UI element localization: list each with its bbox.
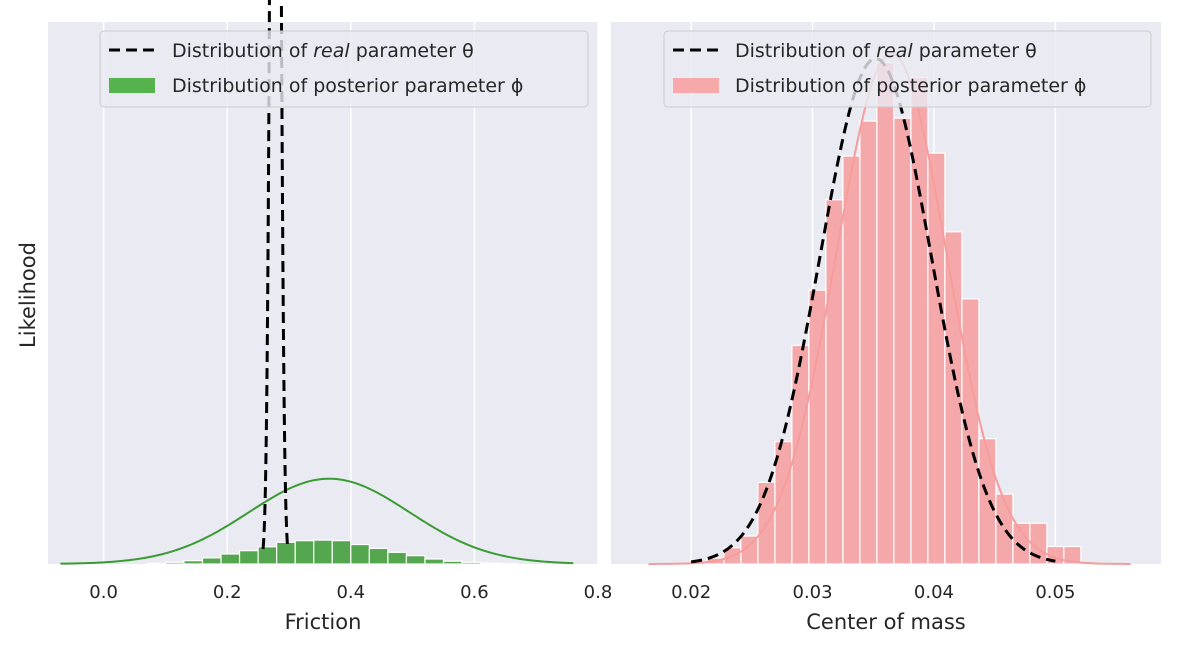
histogram-bars <box>146 539 519 565</box>
legend-posterior-swatch <box>673 78 719 93</box>
posterior-kde-line <box>60 477 574 565</box>
histogram-bar <box>893 117 912 565</box>
histogram-bar <box>164 561 185 565</box>
real-distribution-line <box>690 57 1056 564</box>
legend-real-label: Distribution of real parameter θ <box>735 40 1037 62</box>
histogram-bar <box>350 543 370 565</box>
histogram-bar <box>313 539 333 565</box>
x-tick-label: 0.2 <box>213 582 242 603</box>
histogram-bar <box>331 540 352 565</box>
histogram-bar <box>461 561 482 565</box>
histogram-bar <box>146 562 167 565</box>
legend: Distribution of real parameter θ Distrib… <box>663 30 1152 108</box>
x-tick-label: 0.4 <box>336 582 365 603</box>
histogram-bar <box>276 541 296 565</box>
xlabel-center-of-mass: Center of mass <box>806 610 965 634</box>
histogram-bar <box>995 493 1014 565</box>
x-tick-label: 0.0 <box>89 582 118 603</box>
histogram-bar <box>424 558 445 565</box>
histogram-bar <box>825 199 844 565</box>
legend-box <box>663 30 1152 108</box>
xlabel-friction: Friction <box>285 610 362 634</box>
histogram-bar <box>910 76 929 565</box>
chart-friction: 0.0 0.2 0.4 0.6 0.8 Friction Distribution of… <box>48 0 612 634</box>
ylabel-likelihood: Likelihood <box>16 242 40 348</box>
histogram-bar <box>387 551 408 565</box>
gridlines <box>102 22 599 564</box>
histogram-bar <box>442 560 463 565</box>
x-ticks: 0.0 0.2 0.4 0.6 0.8 <box>89 582 612 603</box>
histogram-bar <box>479 562 500 565</box>
histogram-bar <box>1063 545 1082 565</box>
histogram-bar <box>876 62 895 565</box>
real-distribution-line <box>261 0 290 550</box>
x-tick-label: 0.05 <box>1035 582 1075 603</box>
legend: Distribution of real parameter θ Distrib… <box>99 30 589 108</box>
x-ticks: 0.02 0.03 0.04 0.05 <box>671 582 1075 603</box>
legend-real-label: Distribution of real parameter θ <box>172 40 474 62</box>
histogram-bar <box>927 152 946 565</box>
legend-posterior-swatch <box>109 78 155 93</box>
x-tick-label: 0.03 <box>793 582 833 603</box>
histogram-bar <box>368 547 389 565</box>
histogram-bar <box>201 557 222 565</box>
histogram-bar <box>405 555 426 565</box>
histogram-bar <box>183 560 204 565</box>
x-tick-label: 0.04 <box>914 582 954 603</box>
x-tick-label: 0.6 <box>460 582 489 603</box>
histogram-bar <box>808 289 827 565</box>
x-tick-label: 0.8 <box>584 582 613 603</box>
plot-area <box>48 22 598 564</box>
chart-center-of-mass: 0.02 0.03 0.04 0.05 Center of mass Distribu… <box>611 22 1161 634</box>
legend-posterior-label: Distribution of posterior parameter ϕ <box>172 75 523 97</box>
histogram-bar <box>220 553 241 565</box>
histogram-bar <box>944 231 963 565</box>
legend-posterior-label: Distribution of posterior parameter ϕ <box>735 75 1086 97</box>
histogram-bar <box>961 298 980 565</box>
histogram-bar <box>1012 522 1031 565</box>
histogram-bar <box>978 438 997 565</box>
legend-box <box>99 30 589 108</box>
histogram-bar <box>294 540 315 565</box>
histogram-bar <box>257 546 278 565</box>
histogram-bar <box>842 155 861 565</box>
x-tick-label: 0.02 <box>671 582 711 603</box>
histogram-bar <box>859 120 878 565</box>
histogram-bar <box>238 550 259 565</box>
